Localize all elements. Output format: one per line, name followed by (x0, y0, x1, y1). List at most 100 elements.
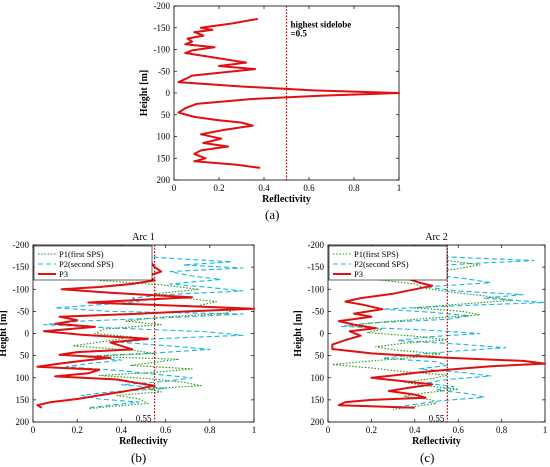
series-line-p3 (177, 18, 400, 169)
y-tick-label: 0 (320, 329, 325, 339)
data-point (204, 157, 207, 160)
y-tick-label: -150 (154, 23, 171, 33)
data-point (193, 153, 196, 155)
data-point (321, 94, 324, 97)
data-point (211, 29, 214, 31)
data-point (218, 65, 220, 67)
data-point (249, 98, 252, 100)
caption-a: (a) (265, 207, 280, 222)
series-line-p2 (340, 254, 546, 409)
y-tick-label: 100 (157, 132, 171, 142)
caption-c: (c) (420, 450, 435, 465)
legend-label: P3 (59, 269, 68, 279)
y-tick-label: -50 (158, 66, 170, 76)
legend-label: P3 (354, 269, 363, 279)
data-point (240, 85, 243, 88)
y-tick-label: -200 (13, 240, 30, 250)
x-axis-label: Reflectivity (412, 436, 461, 447)
x-tick-label: 1 (543, 425, 548, 435)
y-axis-label: Height [m] (0, 310, 9, 356)
series-line-p1 (72, 255, 237, 410)
annotation-label: 0.55 (136, 413, 152, 423)
x-tick-label: 0.2 (213, 183, 224, 193)
annotation-label: highest sidelobe (291, 20, 352, 30)
y-tick-label: 200 (311, 417, 325, 427)
data-point (186, 37, 189, 40)
x-tick-label: 0.4 (258, 183, 270, 193)
series-line-p3 (331, 257, 546, 409)
x-tick-label: 0.8 (496, 425, 508, 435)
data-point (193, 116, 196, 118)
chart-c: 0 0.2 0.4 0.6 0.8 1 -200 -150 -100 -50 0 50 100 150 20… (293, 232, 547, 447)
series-line-p3 (36, 257, 255, 409)
y-tick-label: 200 (16, 417, 30, 427)
y-tick-label: -100 (308, 284, 325, 294)
data-point (200, 149, 202, 152)
x-tick-label: 0.6 (303, 183, 315, 193)
x-tick-label: 0.2 (366, 425, 377, 435)
x-axis-label: Reflectivity (262, 194, 311, 205)
data-point (312, 89, 315, 92)
data-point (215, 119, 218, 121)
x-tick-label: 0.6 (160, 425, 172, 435)
y-tick-label: 50 (161, 110, 171, 120)
series-line-p1 (331, 255, 514, 411)
data-point (256, 18, 259, 20)
data-point (224, 71, 227, 74)
legend-label: P1(first SPS) (354, 249, 399, 259)
data-point (184, 43, 187, 46)
data-point (254, 68, 256, 70)
x-tick-label: 1 (252, 425, 257, 435)
data-point (251, 124, 254, 127)
y-tick-label: -100 (154, 45, 171, 55)
y-axis-label: Height [m] (293, 310, 304, 356)
x-tick-label: 0.8 (204, 425, 216, 435)
y-tick-label: 150 (311, 395, 325, 405)
legend-label: P1(first SPS) (59, 249, 104, 259)
y-tick-label: 0 (25, 329, 30, 339)
chart-title: Arc 1 (132, 232, 155, 243)
y-tick-label: -50 (17, 306, 29, 316)
annotation-label: 0.55 (429, 413, 445, 423)
data-point (184, 78, 187, 80)
x-axis-label: Reflectivity (119, 436, 168, 447)
data-point (177, 111, 180, 114)
legend-label: P2(second SPS) (59, 259, 114, 269)
data-point (227, 145, 229, 148)
chart-b: 0 0.2 0.4 0.6 0.8 1 -200 -150 -100 -50 0 50 100 150 20… (0, 232, 256, 447)
data-point (240, 121, 243, 124)
y-tick-label: 100 (16, 373, 30, 383)
x-tick-label: 0.4 (409, 425, 421, 435)
x-tick-label: 0 (31, 425, 36, 435)
y-tick-label: -150 (308, 262, 325, 272)
data-point (202, 142, 205, 144)
data-point (184, 107, 187, 110)
y-tick-label: -200 (308, 240, 325, 250)
y-tick-label: -150 (13, 262, 30, 272)
x-tick-label: 0 (326, 425, 331, 435)
chart-title: Arc 2 (425, 232, 448, 243)
data-point (231, 22, 234, 25)
x-tick-label: 0.6 (453, 425, 465, 435)
legend-label: P2(second SPS) (354, 259, 409, 269)
x-tick-label: 0.8 (348, 183, 360, 193)
chart-a: 0 0.2 0.4 0.6 0.8 1 -200 -150 -100 -50 0 50 100 150 20… (139, 1, 401, 205)
y-tick-label: 150 (16, 395, 30, 405)
y-tick-label: 0 (166, 88, 171, 98)
x-tick-label: 1 (397, 183, 402, 193)
data-point (193, 160, 196, 163)
annotation-label: =0.5 (291, 28, 308, 38)
data-point (211, 56, 214, 59)
y-tick-label: -50 (312, 306, 324, 316)
data-point (195, 102, 198, 105)
data-point (191, 49, 193, 52)
data-point (191, 74, 193, 77)
data-point (222, 129, 225, 131)
data-point (213, 46, 216, 49)
data-point (193, 31, 196, 33)
y-tick-label: 200 (157, 175, 171, 185)
data-point (236, 163, 238, 166)
y-tick-label: 150 (157, 153, 171, 163)
data-point (245, 61, 247, 64)
